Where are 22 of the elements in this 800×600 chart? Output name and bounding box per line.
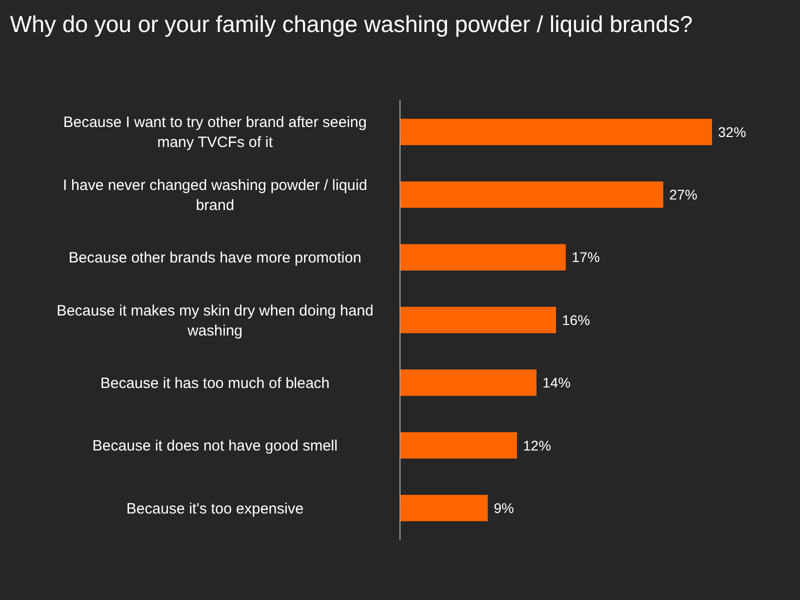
y-tick-label: Because it has too much of bleach [100,374,330,392]
bar [400,306,556,334]
data-label: 17% [572,249,600,266]
bar [400,181,664,208]
y-tick-label: I have never changed washing powder / liquid brand [62,176,368,214]
bar [400,370,536,396]
data-label: 12% [523,437,552,454]
data-label: 32% [718,124,746,140]
data-label: 9% [494,500,514,516]
bar [400,494,488,522]
y-tick-label: Because it makes my skin dry when doing hand washing [56,302,374,340]
data-label: 14% [542,374,571,391]
data-label: 27% [669,186,698,203]
y-tick-label: Because it does not have good smell [92,438,338,455]
y-tick-label: Because it's too expensive [126,500,304,518]
chart-title: Why do you or your family change washing powder / liquid brands? [10,11,693,37]
bar [400,244,566,270]
bar [400,118,712,146]
bar [400,432,517,459]
data-label: 16% [562,312,590,328]
y-tick-label: Because I want to try other brand after seeing many TVCFs of it [63,114,367,152]
y-tick-label: Because other brands have more promotion [68,250,362,267]
